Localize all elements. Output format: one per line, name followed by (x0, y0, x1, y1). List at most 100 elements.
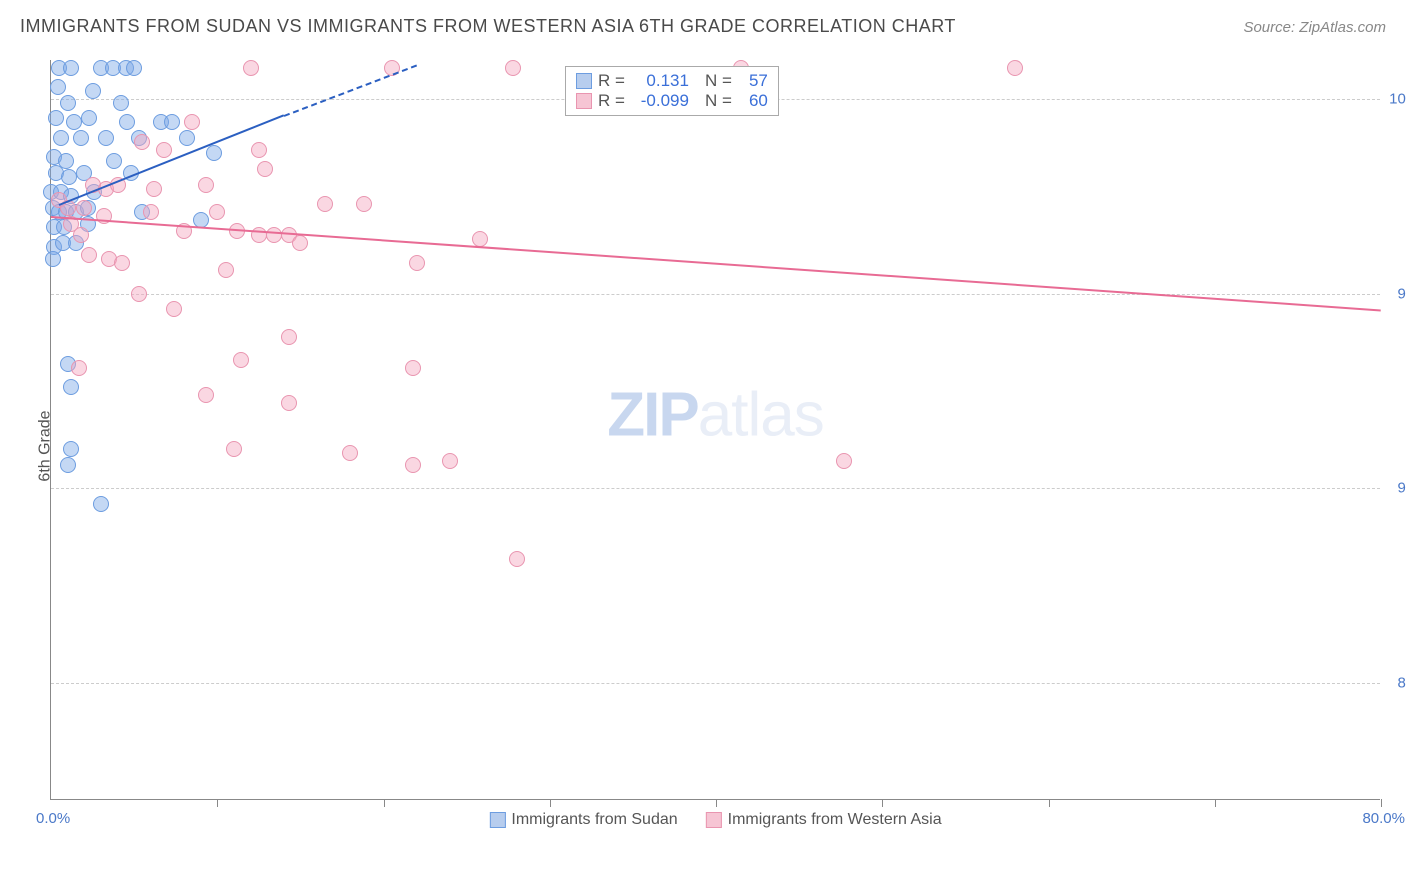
x-tick (1215, 799, 1216, 807)
chart-title: IMMIGRANTS FROM SUDAN VS IMMIGRANTS FROM… (20, 16, 956, 37)
scatter-point (93, 496, 109, 512)
legend-item: Immigrants from Sudan (489, 811, 677, 829)
scatter-point (442, 453, 458, 469)
scatter-point (73, 130, 89, 146)
scatter-point (164, 114, 180, 130)
scatter-point (114, 255, 130, 271)
trend-line (51, 216, 1381, 311)
scatter-point (63, 441, 79, 457)
legend-swatch (706, 812, 722, 828)
scatter-point (85, 83, 101, 99)
legend-bottom: Immigrants from Sudan Immigrants from Wes… (489, 811, 941, 829)
stat-label: R = (598, 71, 625, 91)
scatter-point (836, 453, 852, 469)
scatter-point (63, 60, 79, 76)
trend-line-extrapolated (283, 64, 417, 116)
stats-legend-box: R = 0.131 N = 57 R = -0.099 N = 60 (565, 66, 779, 116)
x-axis-min-label: 0.0% (36, 810, 70, 827)
scatter-point (356, 196, 372, 212)
scatter-point (126, 60, 142, 76)
scatter-point (53, 130, 69, 146)
scatter-point (317, 196, 333, 212)
scatter-point (131, 286, 147, 302)
scatter-point (266, 227, 282, 243)
scatter-point (45, 251, 61, 267)
scatter-point (179, 130, 195, 146)
scatter-plot-area: ZIPatlas 85.0%90.0%95.0%100.0%0.0%80.0%R… (50, 60, 1380, 800)
scatter-point (281, 395, 297, 411)
scatter-point (106, 153, 122, 169)
scatter-point (257, 161, 273, 177)
scatter-point (218, 262, 234, 278)
scatter-point (61, 169, 77, 185)
scatter-point (66, 114, 82, 130)
scatter-point (251, 142, 267, 158)
gridline-h (51, 683, 1380, 684)
legend-item: Immigrants from Western Asia (706, 811, 942, 829)
stats-row: R = -0.099 N = 60 (576, 91, 768, 111)
gridline-h (51, 488, 1380, 489)
scatter-point (509, 551, 525, 567)
scatter-point (292, 235, 308, 251)
scatter-point (405, 360, 421, 376)
scatter-point (134, 134, 150, 150)
x-tick (716, 799, 717, 807)
scatter-point (156, 142, 172, 158)
x-tick (384, 799, 385, 807)
legend-swatch (576, 93, 592, 109)
x-tick (1049, 799, 1050, 807)
scatter-point (81, 247, 97, 263)
stat-r-value: 0.131 (631, 71, 689, 91)
scatter-point (63, 379, 79, 395)
scatter-point (243, 60, 259, 76)
scatter-point (81, 110, 97, 126)
scatter-point (73, 227, 89, 243)
y-tick-label: 85.0% (1397, 675, 1406, 692)
y-tick-label: 100.0% (1389, 90, 1406, 107)
legend-swatch (489, 812, 505, 828)
scatter-point (342, 445, 358, 461)
scatter-point (60, 95, 76, 111)
y-tick-label: 95.0% (1397, 285, 1406, 302)
x-axis-max-label: 80.0% (1362, 810, 1405, 827)
stat-r-value: -0.099 (631, 91, 689, 111)
y-tick-label: 90.0% (1397, 480, 1406, 497)
chart-source: Source: ZipAtlas.com (1243, 19, 1386, 36)
stat-label: N = (705, 71, 732, 91)
stat-label: R = (598, 91, 625, 111)
scatter-point (233, 352, 249, 368)
scatter-point (146, 181, 162, 197)
scatter-point (206, 145, 222, 161)
scatter-point (505, 60, 521, 76)
stat-label: N = (705, 91, 732, 111)
stats-row: R = 0.131 N = 57 (576, 71, 768, 91)
scatter-point (405, 457, 421, 473)
x-tick (882, 799, 883, 807)
scatter-point (184, 114, 200, 130)
watermark: ZIPatlas (607, 379, 823, 450)
scatter-point (143, 204, 159, 220)
scatter-point (50, 79, 66, 95)
scatter-point (71, 360, 87, 376)
scatter-point (198, 177, 214, 193)
x-tick (550, 799, 551, 807)
stat-n-value: 60 (738, 91, 768, 111)
scatter-point (198, 387, 214, 403)
x-tick (1381, 799, 1382, 807)
scatter-point (209, 204, 225, 220)
scatter-point (60, 457, 76, 473)
scatter-point (281, 329, 297, 345)
scatter-point (98, 130, 114, 146)
scatter-point (226, 441, 242, 457)
x-tick (217, 799, 218, 807)
legend-label: Immigrants from Western Asia (728, 811, 942, 829)
legend-swatch (576, 73, 592, 89)
scatter-point (409, 255, 425, 271)
scatter-point (113, 95, 129, 111)
legend-label: Immigrants from Sudan (511, 811, 677, 829)
scatter-point (1007, 60, 1023, 76)
scatter-point (166, 301, 182, 317)
scatter-point (48, 110, 64, 126)
stat-n-value: 57 (738, 71, 768, 91)
scatter-point (119, 114, 135, 130)
